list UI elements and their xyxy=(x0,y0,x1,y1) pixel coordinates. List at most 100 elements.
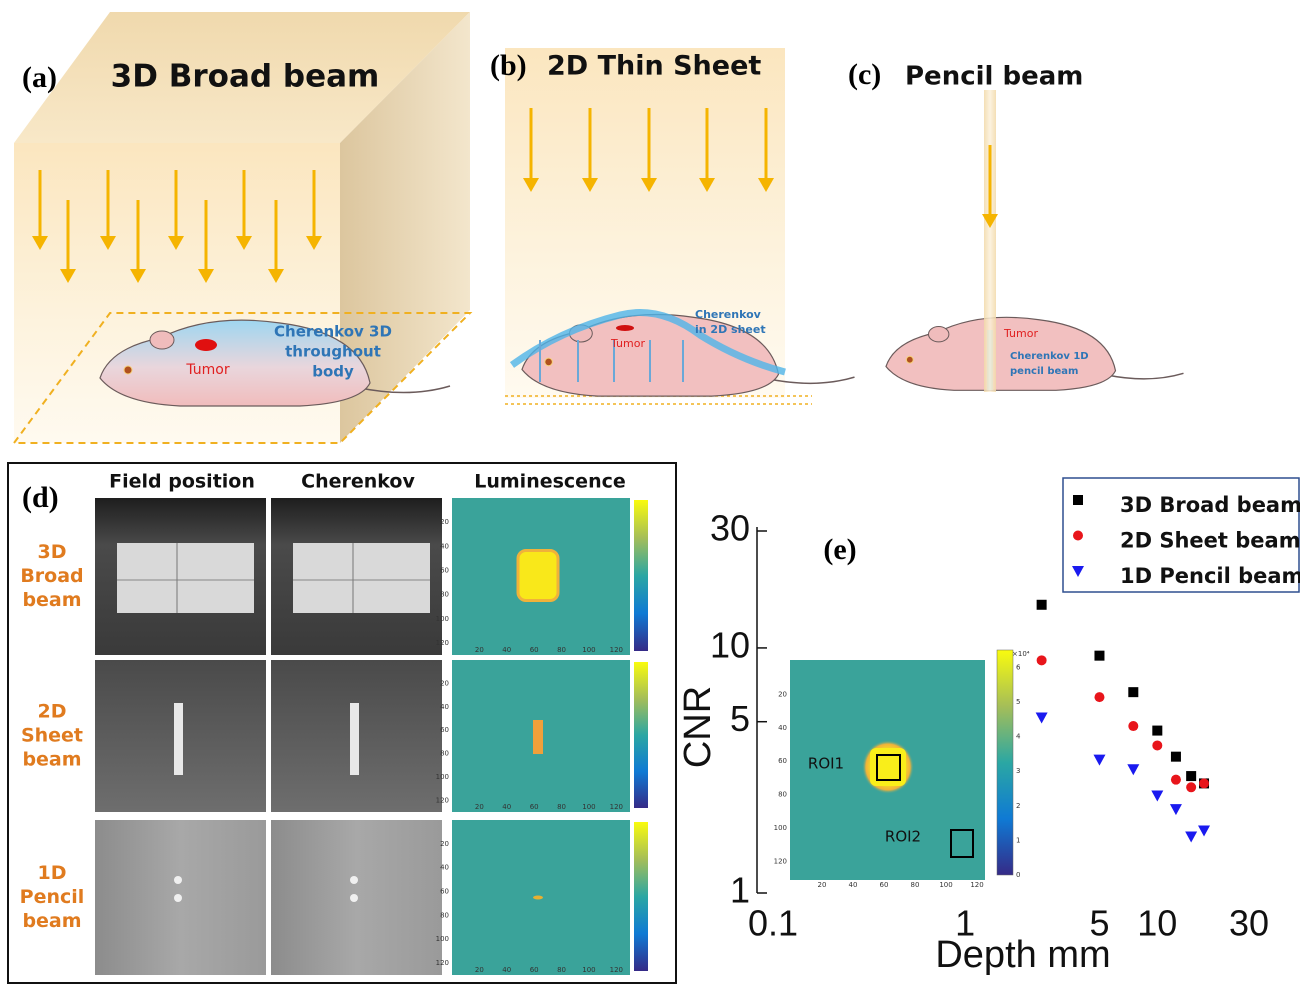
y-tick-label: 10 xyxy=(710,624,750,665)
y-tick-label: 5 xyxy=(730,698,750,739)
legend-marker xyxy=(1073,531,1083,541)
panel-label: (c) xyxy=(848,58,881,91)
colorbar-unit: ×10⁴ xyxy=(1012,650,1030,658)
y-tick-label: 20 xyxy=(778,690,787,698)
y-tick-label: 80 xyxy=(440,750,449,758)
x-tick-label: 0.1 xyxy=(748,903,798,944)
legend-label: 3D Broad beam xyxy=(1120,493,1300,517)
field-spot xyxy=(350,894,358,902)
scatter-chart: 1510300.1151030Depth mmCNR(e)3D Broad be… xyxy=(677,478,1300,976)
x-tick-label: 60 xyxy=(880,881,889,889)
data-point xyxy=(1198,825,1210,836)
data-point xyxy=(1186,771,1196,781)
row-label: beam xyxy=(22,910,81,932)
column-header: Field position xyxy=(109,471,255,493)
data-point xyxy=(1152,726,1162,736)
field-spot xyxy=(350,876,358,884)
data-point xyxy=(1152,740,1162,750)
colorbar-tick-label: 5 xyxy=(1016,698,1020,706)
hot-spot xyxy=(518,551,558,601)
row-label: Sheet xyxy=(21,725,83,747)
x-tick-label: 40 xyxy=(502,803,511,811)
data-point xyxy=(1037,600,1047,610)
y-tick-label: 80 xyxy=(778,791,787,799)
field-square xyxy=(293,543,430,613)
data-point xyxy=(1185,832,1197,843)
mouse-ear xyxy=(150,331,174,349)
y-tick-label: 100 xyxy=(774,824,787,832)
panel-label: (b) xyxy=(490,49,527,82)
x-tick-label: 80 xyxy=(557,646,566,654)
annotation: Cherenkov xyxy=(695,308,762,321)
data-point xyxy=(1127,764,1139,775)
row-label: Broad xyxy=(20,565,83,587)
data-point xyxy=(1170,804,1182,815)
y-tick-label: 20 xyxy=(440,840,449,848)
tumor-label: Tumor xyxy=(1003,327,1038,340)
x-tick-label: 60 xyxy=(530,966,539,974)
colorbar-tick-label: 3 xyxy=(1016,767,1020,775)
x-tick-label: 20 xyxy=(475,966,484,974)
tumor-label: Tumor xyxy=(185,362,230,378)
annotation: in 2D sheet xyxy=(695,323,766,336)
colorbar-tick-label: 0 xyxy=(1016,871,1020,879)
row-label: beam xyxy=(22,589,81,611)
row-label: beam xyxy=(22,749,81,771)
colorbar-tick-label: 4 xyxy=(1016,733,1021,741)
x-tick-label: 120 xyxy=(610,966,623,974)
annotation: pencil beam xyxy=(1010,366,1078,377)
annotation: throughout xyxy=(285,343,381,361)
data-point xyxy=(1151,790,1163,801)
mouse-tail xyxy=(1107,373,1184,379)
y-tick-label: 40 xyxy=(440,542,449,550)
data-point xyxy=(1093,755,1105,766)
x-tick-label: 100 xyxy=(582,646,595,654)
y-tick-label: 40 xyxy=(440,864,449,872)
mouse-eye xyxy=(545,358,553,366)
x-axis-label: Depth mm xyxy=(935,934,1110,976)
data-point xyxy=(1037,655,1047,665)
tumor-label: Tumor xyxy=(610,337,645,350)
row-label: 1D xyxy=(38,862,67,884)
row-label: 2D xyxy=(38,701,67,723)
data-point xyxy=(1094,651,1104,661)
x-tick-label: 20 xyxy=(475,646,484,654)
x-tick-label: 60 xyxy=(530,803,539,811)
page: body { margin: 0; background: #fff; font… xyxy=(0,0,1300,984)
data-point xyxy=(1171,775,1181,785)
colorbar-tick-label: 6 xyxy=(1016,663,1021,671)
roi-label: ROI2 xyxy=(885,828,921,846)
x-tick-label: 100 xyxy=(582,803,595,811)
hot-spot xyxy=(533,896,543,900)
x-tick-label: 80 xyxy=(557,803,566,811)
y-tick-label: 20 xyxy=(440,518,449,526)
data-point xyxy=(1036,713,1048,724)
y-tick-label: 60 xyxy=(778,757,787,765)
annotation: Cherenkov 3D xyxy=(274,323,392,341)
x-tick-label: 80 xyxy=(557,966,566,974)
y-axis-label: CNR xyxy=(677,686,719,768)
y-tick-label: 60 xyxy=(440,566,449,574)
column-header: Cherenkov xyxy=(301,471,415,493)
panel-title: Pencil beam xyxy=(905,62,1083,92)
legend-marker xyxy=(1073,495,1083,505)
y-tick-label: 80 xyxy=(440,591,449,599)
x-tick-label: 40 xyxy=(502,966,511,974)
legend-label: 1D Pencil beam xyxy=(1120,564,1300,588)
y-tick-label: 80 xyxy=(440,911,449,919)
colorbar xyxy=(634,500,648,651)
data-point xyxy=(1128,687,1138,697)
data-point xyxy=(1186,782,1196,792)
x-tick-label: 20 xyxy=(475,803,484,811)
panel-title: 2D Thin Sheet xyxy=(547,51,761,82)
column-header: Luminescence xyxy=(474,471,626,493)
colorbar xyxy=(634,662,648,808)
data-point xyxy=(1199,778,1209,788)
y-tick-label: 20 xyxy=(440,679,449,687)
colorbar xyxy=(634,822,648,971)
tumor xyxy=(195,339,217,351)
data-point xyxy=(1094,692,1104,702)
y-tick-label: 120 xyxy=(436,796,449,804)
x-tick-label: 120 xyxy=(610,646,623,654)
